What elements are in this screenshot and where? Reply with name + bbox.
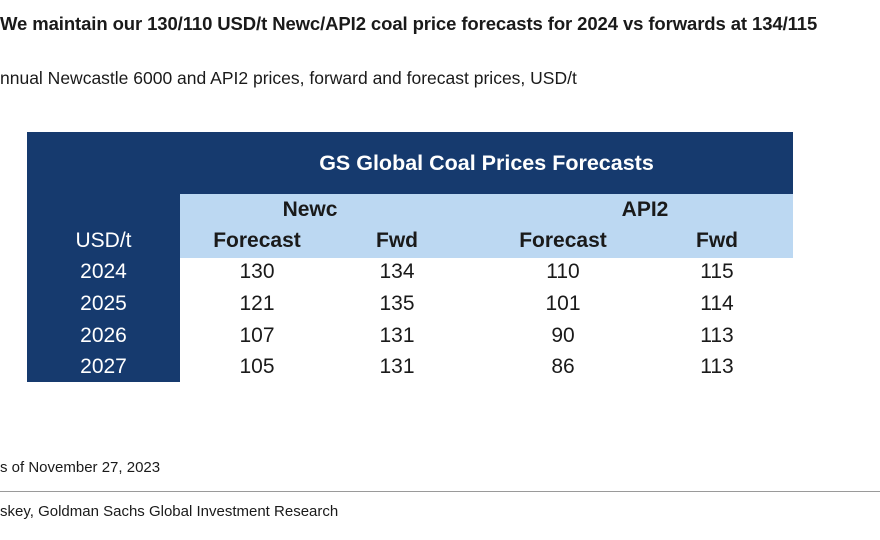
table-cell: 110 [546, 260, 580, 283]
table-header-band [180, 194, 793, 258]
date-note: s of November 27, 2023 [0, 459, 161, 476]
subheader-api2-fwd: Fwd [696, 229, 738, 252]
table-cell: 131 [379, 355, 415, 378]
row-year: 2024 [80, 260, 127, 283]
table-cell: 113 [700, 355, 734, 378]
page-subtitle: nnual Newcastle 6000 and API2 prices, fo… [0, 68, 577, 88]
table-cell: 105 [239, 355, 275, 378]
table-cell: 86 [551, 355, 575, 378]
table-cell: 90 [551, 324, 575, 347]
coal-price-table: GS Global Coal Prices Forecasts Newc API… [27, 132, 793, 382]
row-year: 2027 [80, 355, 127, 378]
table-cell: 121 [239, 292, 275, 315]
page-title: We maintain our 130/110 USD/t Newc/API2 … [0, 13, 818, 34]
table-cell: 115 [700, 260, 734, 283]
table-cell: 114 [700, 292, 734, 315]
table-cell: 135 [379, 292, 415, 315]
row-year: 2026 [80, 324, 127, 347]
subheader-api2-forecast: Forecast [519, 229, 607, 252]
source-note: skey, Goldman Sachs Global Investment Re… [0, 503, 339, 520]
table-cell: 131 [379, 324, 415, 347]
table-title: GS Global Coal Prices Forecasts [319, 151, 654, 175]
subheader-newc-fwd: Fwd [376, 229, 418, 252]
subheader-newc-forecast: Forecast [213, 229, 301, 252]
table-cell: 134 [379, 260, 415, 283]
table-cell: 107 [239, 324, 275, 347]
group-header-api2: API2 [621, 198, 669, 221]
footer-divider [0, 491, 880, 492]
row-year: 2025 [80, 292, 127, 315]
table-cell: 113 [700, 324, 734, 347]
table-cell: 101 [545, 292, 581, 315]
group-header-newc: Newc [282, 198, 338, 221]
table-title-band [27, 132, 793, 194]
unit-header: USD/t [75, 229, 132, 252]
table-cell: 130 [239, 260, 275, 283]
